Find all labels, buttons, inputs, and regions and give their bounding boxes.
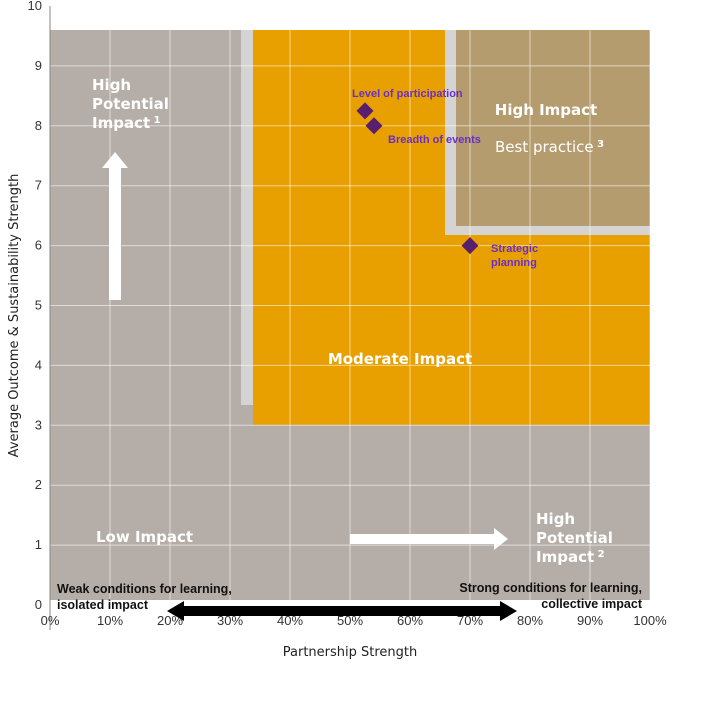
high-potential-left-line: Impact 1 bbox=[92, 114, 161, 132]
data-label-strategic-planning: Strategic bbox=[491, 243, 538, 255]
y-tick-label: 2 bbox=[35, 477, 42, 492]
high-potential-right-line: Impact 2 bbox=[536, 548, 605, 566]
axes: 0 1 2 3 4 5 6 7 8 9 100% 10% 2 0% 30% 40% 50% 60% 70% 80% 90… bbox=[28, 0, 667, 630]
x-tick-label: 100% bbox=[633, 613, 667, 628]
y-tick-label: 3 bbox=[35, 417, 42, 432]
y-tick-label: 10 bbox=[28, 0, 42, 13]
x-tick-label: 40% bbox=[277, 613, 303, 628]
double-arrow bbox=[167, 601, 517, 621]
high-impact-label: High Impact bbox=[495, 101, 597, 119]
y-tick-label: 8 bbox=[35, 118, 42, 133]
y-tick-label: 4 bbox=[35, 357, 42, 372]
high-potential-right-line: Potential bbox=[536, 529, 613, 547]
high-potential-right-superscript: 2 bbox=[594, 549, 604, 560]
best-practice-superscript: 3 bbox=[594, 139, 604, 150]
x-tick-label: 30% bbox=[217, 613, 243, 628]
x-tick-label: 80% bbox=[517, 613, 543, 628]
high-potential-left-line: High bbox=[92, 76, 131, 94]
annotations: Moderate Impact High Impact Best practice … bbox=[57, 76, 643, 621]
data-label-strategic-planning: planning bbox=[491, 257, 537, 269]
data-label-level-of-participation: Level of participation bbox=[352, 88, 463, 100]
y-tick-label: 1 bbox=[35, 537, 42, 552]
data-point bbox=[461, 237, 479, 255]
data-point bbox=[356, 102, 374, 120]
x-tick-label: 60% bbox=[397, 613, 423, 628]
x-tick-label: 70% bbox=[457, 613, 483, 628]
data-points: Level of participation Breadth of events S… bbox=[352, 88, 538, 269]
low-impact-label: Low Impact bbox=[96, 528, 193, 546]
x-axis-title: Partnership Strength bbox=[283, 645, 418, 660]
data-point bbox=[365, 117, 383, 135]
grid-lines bbox=[49, 5, 651, 630]
x-tick-label: 90% bbox=[577, 613, 603, 628]
y-tick-label: 5 bbox=[35, 298, 42, 313]
y-axis-title: Average Outcome & Sustainability Strengt… bbox=[7, 174, 22, 458]
moderate-impact-label: Moderate Impact bbox=[328, 350, 472, 368]
y-tick-label: 6 bbox=[35, 238, 42, 253]
x-tick-label: 0% bbox=[41, 613, 60, 628]
x-tick-label: 10% bbox=[97, 613, 123, 628]
y-tick-label: 0 bbox=[35, 597, 42, 612]
right-arrow bbox=[350, 528, 508, 550]
high-impact-zone bbox=[456, 30, 650, 226]
best-practice-label: Best practice 3 bbox=[495, 138, 604, 156]
y-tick-label: 9 bbox=[35, 58, 42, 73]
strong-conditions-label: collective impact bbox=[541, 597, 643, 611]
weak-conditions-label: isolated impact bbox=[57, 598, 149, 612]
data-label-breadth-of-events: Breadth of events bbox=[388, 134, 481, 146]
strong-conditions-label: Strong conditions for learning, bbox=[459, 581, 642, 595]
high-potential-left-superscript: 1 bbox=[150, 115, 160, 126]
up-arrow bbox=[102, 152, 128, 300]
x-tick-label: 50% bbox=[337, 613, 363, 628]
high-potential-left-line: Potential bbox=[92, 95, 169, 113]
high-potential-right-line: High bbox=[536, 510, 575, 528]
y-tick-label: 7 bbox=[35, 178, 42, 193]
weak-conditions-label: Weak conditions for learning, bbox=[57, 582, 232, 596]
